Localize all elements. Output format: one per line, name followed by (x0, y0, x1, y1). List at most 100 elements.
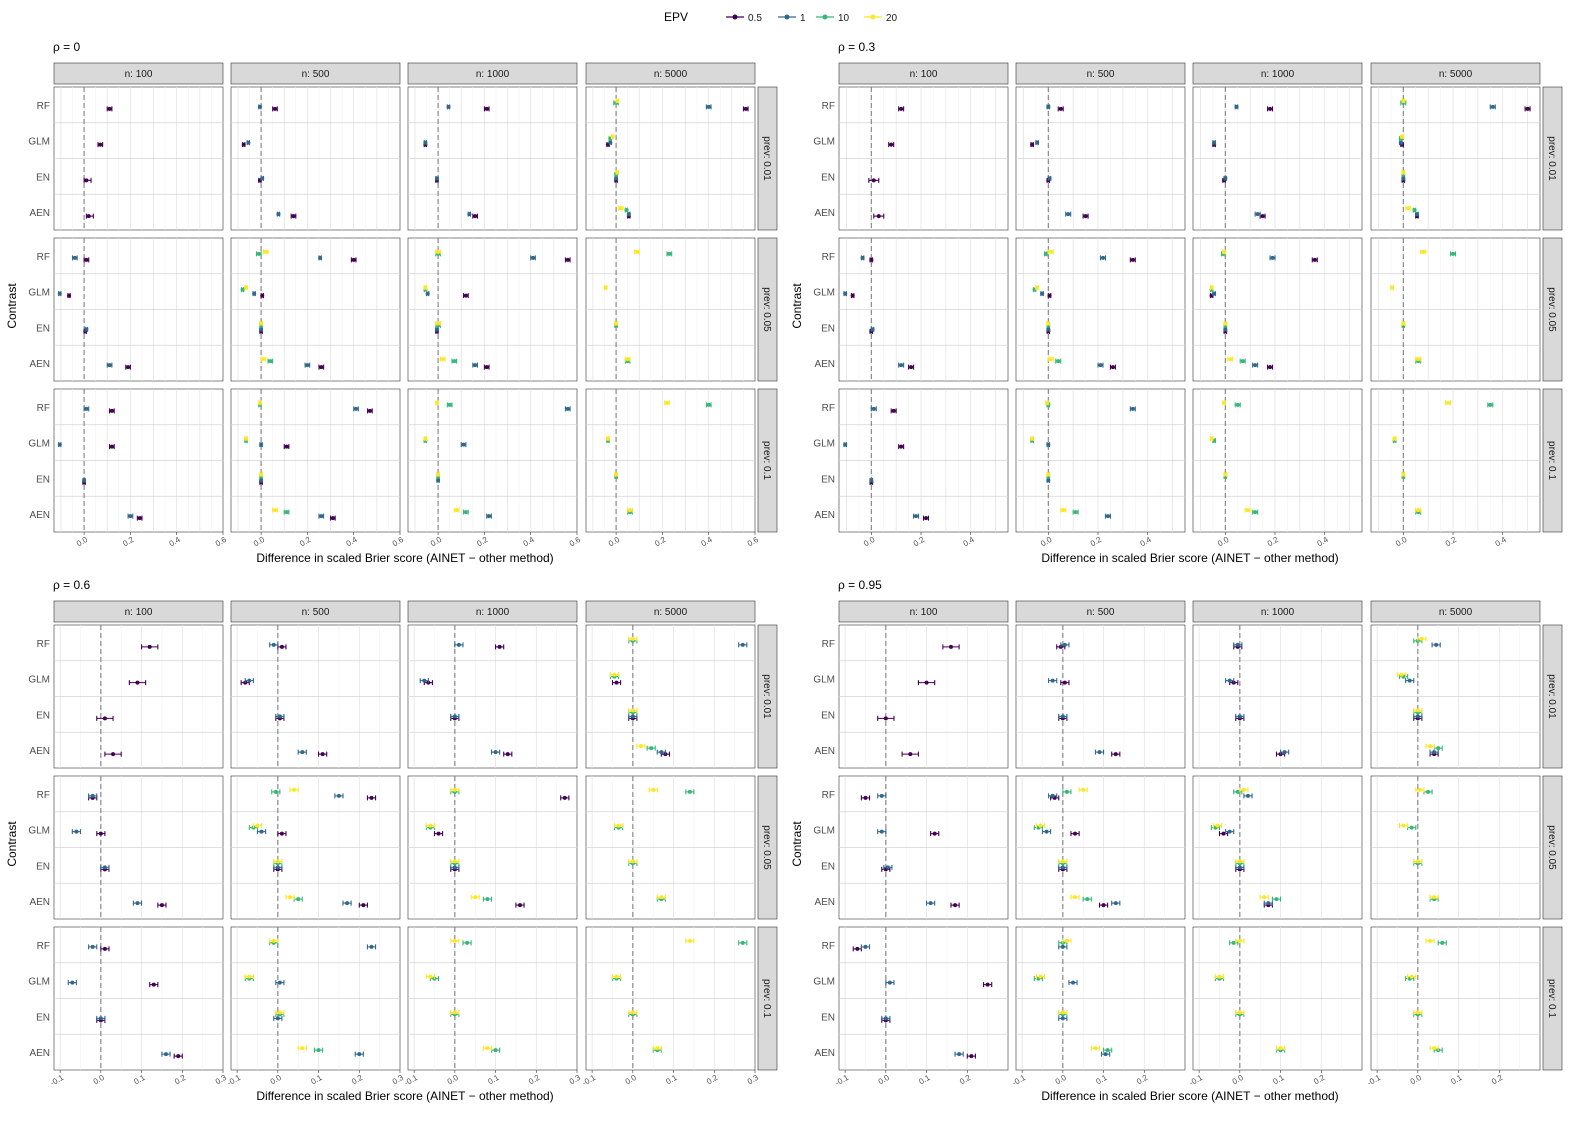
y-tick-label: AEN (814, 208, 835, 219)
point-estimate (1113, 901, 1118, 906)
point-estimate (296, 897, 301, 902)
data-point-epv-1 (1065, 211, 1072, 217)
point-estimate (473, 363, 478, 368)
x-tick-label: 0.2 (1135, 1073, 1150, 1087)
column-strip-box (585, 62, 756, 85)
point-estimate (263, 249, 268, 254)
y-tick-label: RF (822, 639, 835, 650)
legend-key-point-0 (732, 14, 738, 20)
data-point-epv-1 (913, 513, 920, 519)
point-estimate (436, 831, 441, 836)
point-estimate (899, 363, 904, 368)
data-point-epv-20 (1035, 285, 1040, 291)
point-estimate (531, 255, 536, 260)
data-point-epv-20 (1223, 471, 1228, 477)
data-point-epv-20 (450, 787, 460, 793)
data-point-epv-1 (460, 442, 467, 448)
x-tick-label: 0.6 (568, 535, 583, 549)
data-point-epv-1 (269, 642, 279, 648)
x-tick-label: 0.1 (1449, 1073, 1464, 1087)
data-point-epv-0_5 (922, 515, 930, 521)
panel-r1-c1 (1015, 237, 1186, 382)
point-estimate (467, 212, 472, 217)
y-tick-label: EN (821, 323, 835, 334)
data-point-epv-1 (57, 291, 62, 297)
data-point-epv-1 (244, 678, 254, 684)
point-estimate (320, 752, 325, 757)
column-strip-label: n: 500 (1087, 69, 1115, 80)
point-estimate (1093, 1046, 1098, 1051)
y-tick-label: GLM (813, 439, 835, 450)
point-estimate (163, 1052, 168, 1057)
data-point-epv-20 (1415, 787, 1425, 793)
point-estimate (84, 257, 89, 262)
panel-r2-c2 (407, 926, 578, 1071)
data-point-epv-20 (1045, 400, 1050, 406)
data-point-epv-20 (259, 320, 264, 326)
data-point-epv-10 (255, 251, 262, 257)
point-estimate (1048, 357, 1053, 362)
data-point-epv-1 (434, 175, 439, 181)
point-estimate (659, 750, 664, 755)
point-estimate (284, 444, 289, 449)
data-point-epv-0_5 (136, 515, 143, 521)
point-estimate (1234, 104, 1239, 109)
data-point-epv-1 (260, 175, 265, 181)
data-point-epv-1 (898, 362, 905, 368)
data-point-epv-1 (1111, 900, 1121, 906)
data-point-epv-20 (297, 1045, 307, 1051)
y-tick-label: RF (37, 639, 50, 650)
point-estimate (1212, 291, 1217, 296)
point-estimate (1035, 140, 1040, 145)
point-estimate (244, 285, 249, 290)
data-point-epv-1 (1068, 980, 1078, 986)
data-point-epv-20 (1413, 858, 1423, 864)
point-estimate (1045, 400, 1050, 405)
data-point-epv-0_5 (1267, 364, 1274, 370)
y-tick-label: EN (821, 172, 835, 183)
point-estimate (300, 1046, 305, 1051)
row-strip-label: prev: 0.05 (761, 287, 772, 332)
point-estimate (279, 831, 284, 836)
data-point-epv-20 (272, 507, 278, 513)
point-estimate (98, 1016, 103, 1021)
data-point-epv-1 (883, 864, 893, 870)
point-estimate (72, 255, 77, 260)
x-tick-label: 0.1 (1271, 1073, 1286, 1087)
data-point-epv-1 (297, 749, 307, 755)
chart-blocks: ρ = 0 n: 100 n: 500 n: 1000 n: 5000 prev: 0.0… (5, 40, 1563, 1103)
point-estimate (1525, 106, 1530, 111)
y-tick-label: EN (36, 172, 50, 183)
data-point-epv-1 (252, 291, 257, 297)
point-estimate (1081, 787, 1086, 792)
point-estimate (276, 212, 281, 217)
point-estimate (473, 214, 478, 219)
data-point-epv-0_5 (898, 444, 905, 450)
point-estimate (603, 285, 608, 290)
data-point-epv-0_5 (1524, 106, 1531, 112)
point-estimate (1071, 980, 1076, 985)
data-point-epv-20 (1407, 974, 1417, 980)
x-tick-label: 0.6 (391, 535, 406, 549)
y-tick-label: RF (822, 101, 835, 112)
point-estimate (630, 636, 635, 641)
data-point-epv-1 (1040, 291, 1045, 297)
block-3: ρ = 0.95 n: 100 n: 500 n: 1000 n: 5000 prev: … (790, 578, 1563, 1103)
column-strip-label: n: 1000 (476, 69, 510, 80)
point-estimate (428, 974, 433, 979)
data-point-epv-0_5 (1129, 257, 1136, 263)
data-point-epv-1 (1097, 362, 1104, 368)
point-estimate (985, 982, 990, 987)
data-point-epv-0_5 (495, 644, 505, 650)
point-estimate (1110, 365, 1115, 370)
point-estimate (1426, 789, 1431, 794)
data-point-epv-20 (628, 1009, 638, 1015)
data-point-epv-20 (656, 894, 666, 900)
y-tick-label: AEN (29, 897, 50, 908)
data-point-epv-20 (1030, 436, 1035, 442)
point-estimate (863, 944, 868, 949)
point-estimate (292, 787, 297, 792)
data-point-epv-0_5 (950, 902, 960, 908)
point-estimate (1436, 746, 1441, 751)
